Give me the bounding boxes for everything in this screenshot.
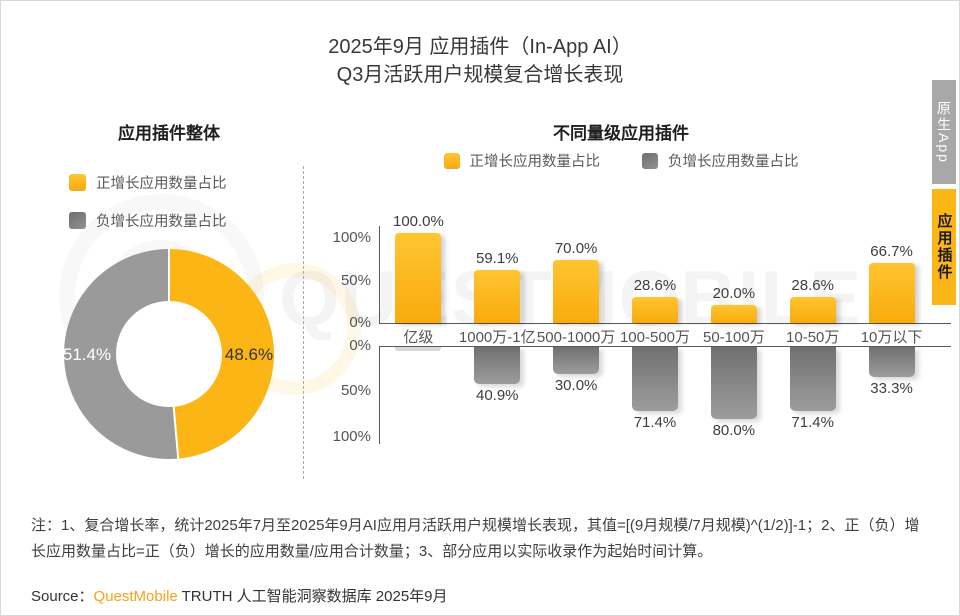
source-line: Source：QuestMobile TRUTH 人工智能洞察数据库 2025年… (31, 585, 448, 606)
source-brand: QuestMobile (93, 588, 178, 605)
category-axis: 亿级 1000万-1亿 500-1000万 100-500万 50-100万 10-50万… (379, 326, 931, 346)
positive-bar-value: 28.6% (791, 277, 834, 295)
y-tick: 100% (332, 229, 371, 246)
top-chart-baseline (379, 323, 951, 324)
legend-item-negative: 负增长应用数量占比 (69, 210, 227, 231)
source-prefix: Source： (31, 588, 94, 605)
donut-section-title: 应用插件整体 (118, 124, 220, 143)
y-tick: 0% (349, 314, 371, 331)
legend-label: 负增长应用数量占比 (668, 154, 799, 170)
positive-bar (789, 297, 836, 323)
negative-bar-area: 40.9% 30.0% 71.4% 80.0% 71.4% 33.3% (379, 347, 931, 445)
negative-bar (632, 347, 678, 412)
legend-item-positive: 正增长应用数量占比 (443, 150, 601, 171)
positive-bar-value: 20.0% (712, 285, 756, 302)
negative-bar-value: 80.0% (712, 422, 756, 439)
category-label: 500-1000万 (536, 329, 616, 346)
negative-bar-value: 30.0% (554, 377, 598, 394)
positive-legend-swatch (443, 152, 460, 169)
positive-bar-area: 100.0% 59.1% 70.0% 28.6% 20.0% 28.6% 66.7% (379, 213, 931, 323)
category-label: 亿级 (403, 329, 434, 346)
footnote: 注：1、复合增长率，统计2025年7月至2025年9月AI应用月活跃用户规模增长… (31, 517, 920, 560)
negative-bar-value: 71.4% (791, 414, 834, 432)
positive-bar (710, 305, 757, 323)
donut-legend: 正增长应用数量占比 负增长应用数量占比 (69, 172, 227, 248)
positive-bar-value: 59.1% (475, 249, 519, 267)
positive-legend-swatch (69, 174, 86, 191)
negative-bar (553, 347, 600, 374)
donut-chart (64, 249, 274, 459)
y-tick: 50% (340, 382, 371, 399)
negative-bar-value: 33.3% (870, 379, 913, 397)
legend-label: 负增长应用数量占比 (96, 214, 227, 230)
legend-item-positive: 正增长应用数量占比 (69, 172, 227, 193)
donut-positive-value: 48.6% (224, 345, 274, 364)
donut-hole (116, 301, 222, 407)
positive-bar (395, 233, 442, 323)
negative-bar-value: 71.4% (633, 414, 677, 432)
negative-bar-value: 40.9% (475, 386, 519, 404)
positive-bar (474, 269, 521, 323)
negative-bar (710, 347, 757, 419)
positive-bar-value: 100.0% (392, 213, 444, 230)
negative-bar (868, 347, 915, 377)
page-title: 2025年9月 应用插件（In-App AI） Q3月活跃用户规模复合增长表现 (1, 33, 959, 89)
y-tick: 100% (332, 428, 371, 445)
top-chart-y-axis (379, 226, 380, 324)
positive-bar (553, 260, 600, 323)
positive-bar-value: 28.6% (633, 277, 677, 295)
category-label: 10万以下 (860, 329, 923, 346)
page-title-line1: 2025年9月 应用插件（In-App AI） (328, 36, 632, 58)
negative-legend-swatch (642, 152, 658, 169)
bottom-chart-baseline (379, 346, 951, 347)
category-label: 100-500万 (619, 329, 691, 346)
legend-label: 正增长应用数量占比 (469, 154, 601, 170)
y-tick: 0% (349, 337, 371, 354)
donut-negative-value: 51.4% (62, 345, 112, 364)
bar-legend: 正增长应用数量占比 负增长应用数量占比 (311, 150, 931, 171)
y-tick: 50% (340, 272, 371, 289)
positive-bar (868, 262, 915, 323)
category-label: 10-50万 (786, 329, 840, 346)
negative-bar-stub (395, 347, 442, 351)
negative-bar (474, 347, 521, 384)
section-divider (303, 166, 304, 479)
positive-bar-value: 70.0% (554, 240, 598, 257)
legend-item-negative: 负增长应用数量占比 (642, 150, 799, 171)
category-label: 50-100万 (702, 329, 765, 346)
positive-bar (632, 297, 678, 323)
negative-bar (789, 347, 836, 412)
page-title-line2: Q3月活跃用户规模复合增长表现 (336, 64, 624, 86)
legend-label: 正增长应用数量占比 (96, 176, 227, 192)
category-label: 1000万-1亿 (458, 329, 536, 346)
tab-app-plugin[interactable]: 应用插件 (932, 189, 956, 305)
bottom-chart-y-axis (379, 346, 380, 444)
tab-native-app[interactable]: 原生App (932, 80, 956, 184)
bar-section-title: 不同量级应用插件 (553, 124, 689, 143)
source-suffix: TRUTH 人工智能洞察数据库 2025年9月 (177, 588, 448, 605)
positive-bar-value: 66.7% (870, 242, 913, 260)
negative-legend-swatch (69, 212, 86, 229)
